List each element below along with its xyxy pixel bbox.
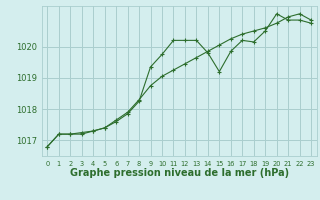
X-axis label: Graphe pression niveau de la mer (hPa): Graphe pression niveau de la mer (hPa)	[70, 168, 289, 178]
